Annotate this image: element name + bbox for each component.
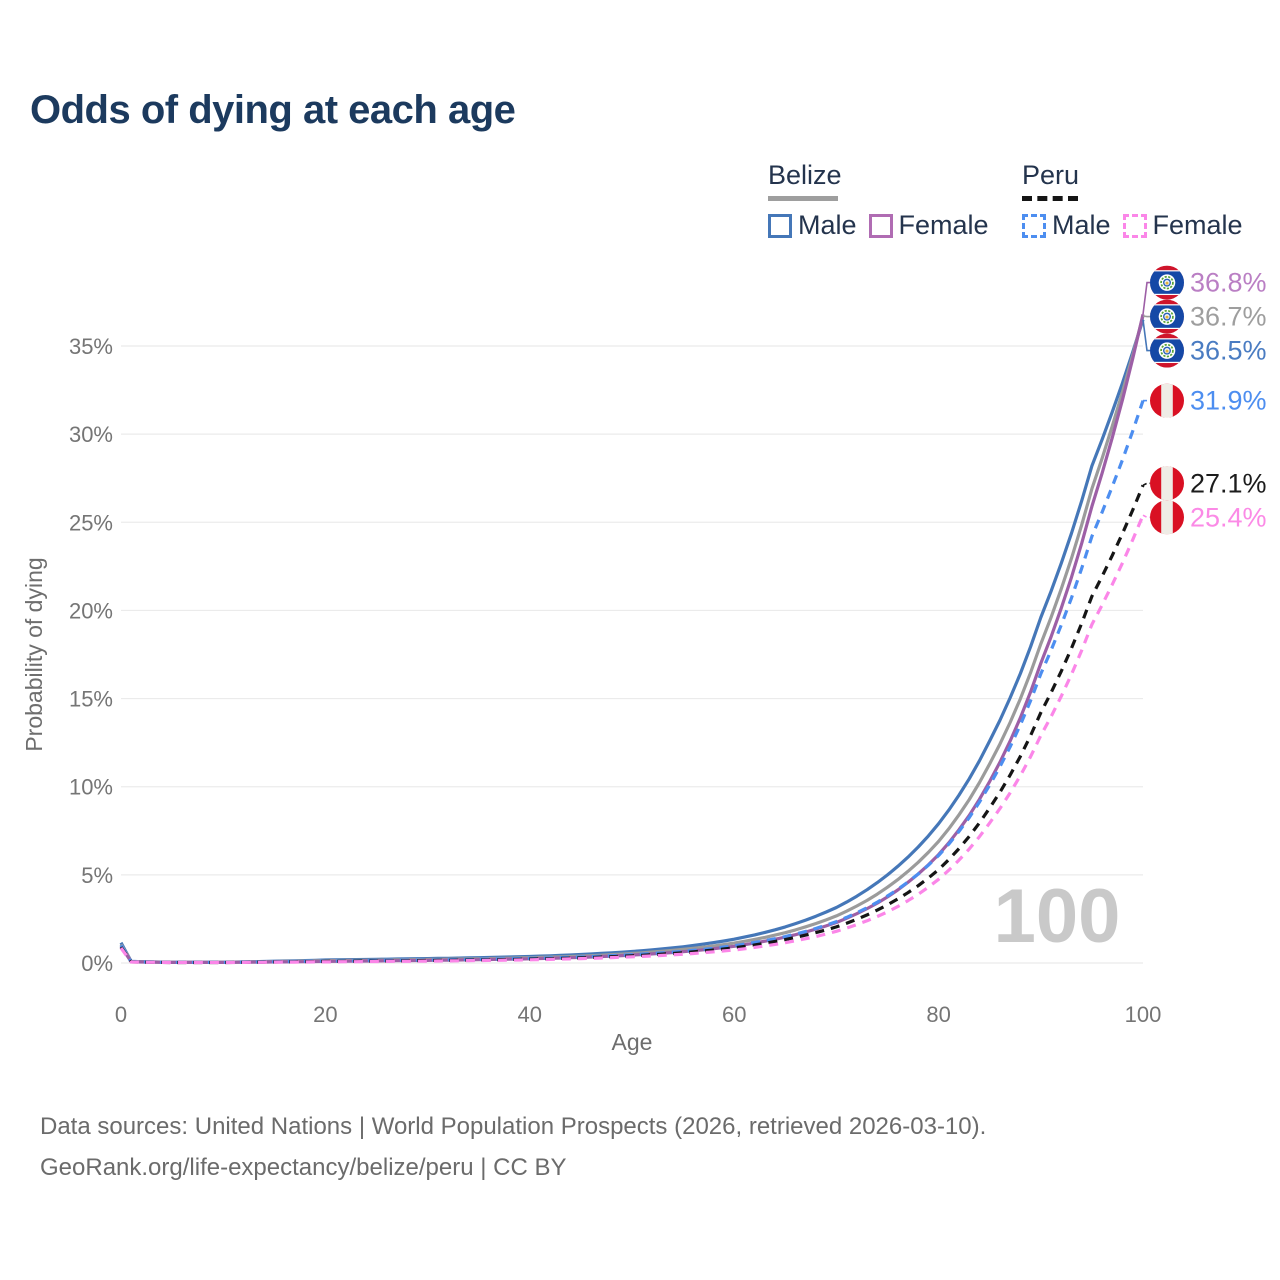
peru-male-swatch-icon <box>1022 213 1046 238</box>
legend-group-belize: Belize Male Female <box>768 160 989 241</box>
y-tick-label: 0% <box>81 951 113 976</box>
end-value-label-belize-male: 36.5% <box>1190 336 1267 366</box>
x-tick-label: 100 <box>1125 1002 1162 1027</box>
data-source-line: Data sources: United Nations | World Pop… <box>40 1113 987 1140</box>
legend-item-belize-female[interactable]: Female <box>868 210 989 241</box>
end-value-label-belize-female: 36.8% <box>1190 268 1267 298</box>
flag-icon-peru <box>1150 500 1184 535</box>
legend-label: Male <box>798 210 857 240</box>
end-label-connector <box>1142 514 1150 519</box>
end-value-label-peru-both-sexes: 27.1% <box>1190 468 1267 498</box>
end-value-label-peru-female: 25.4% <box>1190 502 1267 532</box>
x-tick-label: 80 <box>926 1002 950 1027</box>
end-label-connector <box>1142 319 1150 352</box>
page-title: Odds of dying at each age <box>30 88 516 132</box>
end-label-connector <box>1142 315 1150 318</box>
age-counter-watermark: 100 <box>994 874 1121 959</box>
series-line-peru-male[interactable] <box>119 400 1145 964</box>
x-axis-title: Age <box>612 1029 653 1055</box>
x-tick-label: 60 <box>722 1002 746 1027</box>
series-line-peru-both-sexes[interactable] <box>119 484 1145 965</box>
footer: Data sources: United Nations | World Pop… <box>40 1106 986 1188</box>
attribution-line: GeoRank.org/life-expectancy/belize/peru … <box>40 1154 567 1181</box>
x-tick-label: 0 <box>115 1002 127 1027</box>
series-line-belize-both-sexes[interactable] <box>119 315 1145 964</box>
legend-item-belize-male[interactable]: Male <box>768 210 857 241</box>
y-tick-label: 35% <box>69 334 113 359</box>
flag-icon-belize <box>1150 333 1184 368</box>
x-tick-label: 20 <box>313 1002 337 1027</box>
y-axis-title: Probability of dying <box>21 557 47 751</box>
end-value-label-belize-both-sexes: 36.7% <box>1190 302 1267 332</box>
flag-icon-peru <box>1150 466 1184 501</box>
y-tick-label: 20% <box>69 598 113 623</box>
legend-item-peru-male[interactable]: Male <box>1022 210 1111 241</box>
legend-item-peru-female[interactable]: Female <box>1122 210 1243 241</box>
y-tick-label: 15% <box>69 687 113 712</box>
belize-line-style-swatch <box>768 196 838 201</box>
legend-group-peru: Peru Male Female <box>1022 160 1243 241</box>
legend-label: Female <box>1152 210 1243 240</box>
legend-label: Male <box>1052 210 1111 240</box>
belize-female-swatch-icon <box>868 213 893 238</box>
legend: Belize Male Female Peru Male <box>0 160 1280 240</box>
legend-country-belize: Belize <box>768 160 842 190</box>
y-tick-label: 30% <box>69 422 113 447</box>
legend-label: Female <box>898 210 989 240</box>
belize-male-swatch-icon <box>768 213 792 238</box>
series-line-belize-male[interactable] <box>119 319 1145 964</box>
end-label-connector <box>1142 281 1150 315</box>
end-label-connector <box>1142 482 1150 487</box>
end-value-label-peru-male: 31.9% <box>1190 386 1267 416</box>
x-tick-label: 40 <box>518 1002 542 1027</box>
legend-country-peru: Peru <box>1022 160 1080 190</box>
series-line-peru-female[interactable] <box>119 514 1145 965</box>
series-line-belize-female[interactable] <box>119 313 1145 964</box>
flag-icon-peru <box>1150 383 1184 418</box>
peru-line-style-swatch <box>1022 196 1078 201</box>
y-tick-label: 25% <box>69 510 113 535</box>
flag-icon-belize <box>1150 299 1184 334</box>
y-tick-label: 10% <box>69 775 113 800</box>
y-tick-label: 5% <box>81 863 113 888</box>
peru-female-swatch-icon <box>1122 213 1147 238</box>
flag-icon-belize <box>1150 265 1184 300</box>
